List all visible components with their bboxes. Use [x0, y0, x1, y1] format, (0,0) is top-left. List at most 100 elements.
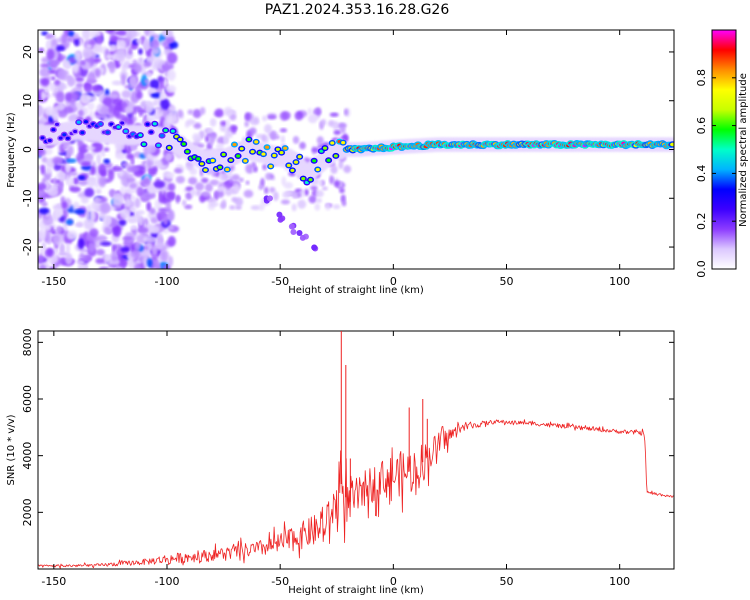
spectrogram-noise-cell: [111, 243, 117, 254]
spectrogram-ridge-core: [40, 136, 45, 140]
spectrogram-branch-cell: [299, 234, 306, 241]
spectrogram-noise-cell: [38, 253, 45, 264]
spectrogram-noise-cell: [138, 111, 144, 117]
spectrogram-noise-cell: [147, 72, 152, 78]
spectrogram-noise-cell: [77, 109, 84, 117]
spectrogram-ridge-core: [123, 129, 128, 133]
spectrogram-noise-cell: [74, 38, 80, 47]
spectrogram-noise-cell: [80, 161, 92, 167]
spectrogram-noise-cell: [146, 112, 157, 123]
spectrogram-ridge-core: [272, 153, 277, 158]
spectrogram-noise-cell: [87, 101, 95, 111]
spectrogram-noise-cell: [210, 179, 220, 186]
spectrogram-noise-cell: [90, 165, 96, 176]
spectrogram-noise-cell: [231, 196, 238, 203]
spectrogram-noise-cell: [112, 106, 121, 118]
spectrogram-ridge-core: [109, 122, 114, 126]
spectrogram-x-tick-label: 0: [390, 275, 397, 288]
spectrogram-ridge-core: [141, 142, 146, 146]
spectrogram-noise-cell: [79, 93, 92, 105]
spectrogram-noise-cell: [294, 110, 304, 121]
spectrogram-noise-cell: [129, 207, 137, 212]
spectrogram-noise-cell: [218, 172, 229, 182]
spectrogram-noise-cell: [160, 250, 170, 262]
spectrogram-noise-cell: [177, 109, 184, 118]
spectrogram-noise-cell: [159, 92, 167, 100]
spectrogram-ridge-core: [312, 159, 317, 163]
spectrogram-y-tick-label: 20: [21, 45, 34, 59]
spectrogram-noise-cell: [332, 204, 341, 210]
spectrogram-ridge-core: [236, 154, 241, 158]
spectrogram-noise-cell: [343, 165, 352, 174]
spectrogram-noise-cell: [118, 219, 127, 227]
snr-x-tick-label: -100: [155, 575, 180, 588]
spectrogram-ridge-core: [322, 146, 327, 150]
spectrogram-noise-cell: [223, 106, 233, 117]
spectrogram-noise-cell: [223, 135, 229, 144]
spectrogram-ridge-core: [120, 121, 125, 125]
spectrogram-noise-cell: [82, 48, 93, 59]
spectrogram-ridge-core: [254, 140, 259, 144]
spectrogram-noise-cell: [48, 60, 61, 66]
spectrogram-y-tick-label: 10: [21, 94, 34, 108]
spectrogram-noise-cell: [204, 183, 213, 192]
spectrogram-noise-cell: [154, 108, 160, 120]
spectrogram-noise-cell: [128, 182, 138, 189]
spectrogram-ridge-core: [105, 130, 110, 134]
spectrogram-noise-cell: [77, 138, 84, 148]
spectrogram-noise-cell: [258, 203, 265, 211]
spectrogram-noise-cell: [86, 204, 92, 212]
spectrogram-noise-cell: [108, 189, 115, 197]
spectrogram-noise-cell: [77, 238, 85, 250]
spectrogram-noise-cell: [269, 187, 276, 194]
spectrogram-noise-cell: [122, 236, 133, 241]
snr-y-tick-label: 6000: [21, 385, 34, 413]
spectrogram-noise-cell: [258, 184, 264, 191]
spectrogram-ridge-core: [265, 145, 270, 149]
spectrogram-noise-cell: [46, 248, 54, 258]
spectrogram-noise-cell: [69, 176, 74, 187]
spectrogram-noise-cell: [151, 47, 160, 56]
spectrogram-ridge-core: [181, 142, 186, 146]
spectrogram-ridge-core: [261, 152, 266, 156]
spectrogram-noise-cell: [136, 186, 145, 197]
spectrogram-noise-cell: [39, 247, 44, 256]
spectrogram-noise-cell: [261, 134, 267, 143]
spectrogram-noise-cell: [134, 241, 141, 251]
spectrogram-noise-cell: [315, 107, 322, 116]
spectrogram-noise-cell: [193, 122, 202, 129]
spectrogram-noise-cell: [147, 167, 158, 173]
spectrogram-noise-cell: [149, 39, 160, 49]
spectrogram-noise-cell: [44, 34, 52, 40]
spectrogram-noise-cell: [41, 201, 48, 207]
spectrogram-noise-cell: [100, 150, 106, 157]
spectrogram-ridge-core: [279, 151, 284, 155]
spectrogram-noise-cell: [87, 177, 97, 182]
spectrogram-noise-cell: [163, 215, 169, 226]
spectrogram-noise-cell: [96, 240, 101, 247]
spectrogram-noise-cell: [39, 67, 51, 78]
spectrogram-noise-cell: [130, 225, 137, 230]
spectrogram-noise-cell: [117, 39, 127, 50]
spectrogram-ridge-core: [196, 157, 201, 161]
spectrogram-noise-cell: [103, 254, 114, 259]
spectrogram-noise-cell: [165, 85, 177, 94]
spectrogram-noise-cell: [42, 214, 54, 226]
spectrogram-noise-cell: [142, 255, 149, 268]
spectrogram-noise-cell: [96, 235, 108, 242]
spectrogram-noise-cell: [144, 78, 149, 84]
spectrogram-noise-cell: [76, 260, 85, 265]
spectrogram-noise-cell: [103, 147, 110, 152]
spectrogram-noise-cell: [214, 108, 224, 118]
spectrogram-noise-cell: [224, 180, 233, 190]
spectrogram-ridge-core: [167, 146, 172, 150]
spectrogram-noise-cell: [125, 198, 131, 207]
spectrogram-noise-cell: [108, 61, 116, 74]
spectrogram-y-tick-label: -10: [21, 189, 34, 207]
spectrogram-branch-cell: [277, 216, 284, 223]
spectrogram-noise-cell: [104, 162, 113, 169]
spectrogram-noise-cell: [231, 174, 240, 181]
spectrogram-noise-cell: [55, 91, 66, 103]
spectrogram-noise-cell: [321, 118, 327, 126]
